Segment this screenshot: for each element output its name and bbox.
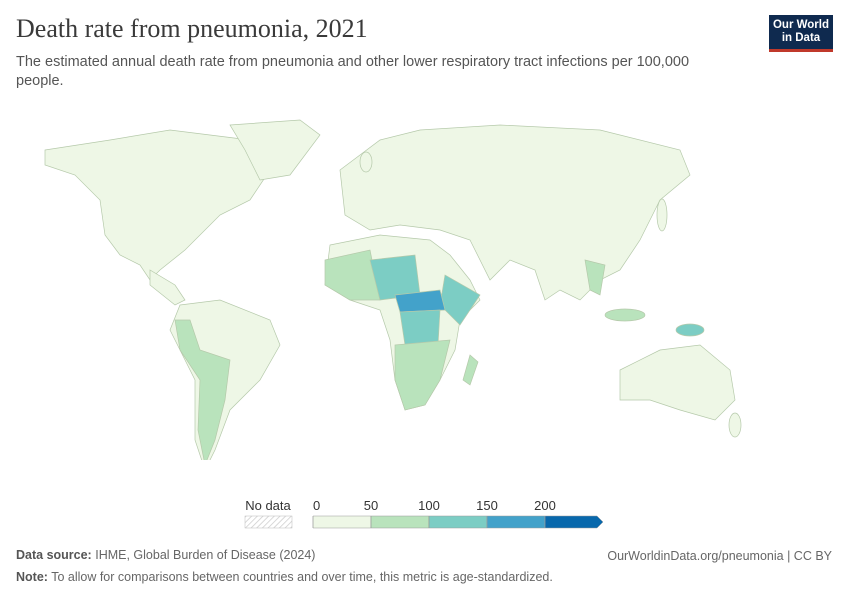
australia: [619, 344, 736, 421]
legend-tick-label: 150: [476, 498, 498, 513]
legend-bin: [544, 515, 604, 529]
legend-tick-label: 100: [418, 498, 440, 513]
eurasia: [339, 124, 691, 301]
north-america: [44, 129, 271, 281]
no-data-label: No data: [245, 498, 291, 513]
japan: [656, 198, 668, 232]
andes-region: [174, 319, 231, 460]
legend-bin: [486, 515, 546, 529]
southeast-asia: [584, 259, 606, 296]
legend-bin: [428, 515, 488, 529]
title: Death rate from pneumonia, 2021: [16, 14, 368, 43]
horn-of-africa: [439, 274, 481, 326]
subtitle: The estimated annual death rate from pne…: [16, 54, 690, 89]
legend: No data 0 50 100 150 200: [244, 498, 604, 529]
southern-africa: [394, 339, 451, 411]
source: Data source: IHME, Global Burden of Dise…: [16, 548, 315, 562]
logo-line: Our World: [772, 19, 829, 31]
indonesia: [604, 308, 646, 322]
note-text: To allow for comparisons between countri…: [51, 570, 553, 584]
legend-tick-label: 0: [313, 498, 320, 513]
source-text: IHME, Global Burden of Disease (2024): [95, 548, 316, 562]
new-zealand: [728, 412, 742, 438]
legend-bin: [312, 515, 372, 529]
uk: [359, 151, 373, 173]
legend-tick-label: 200: [534, 498, 556, 513]
url[interactable]: OurWorldinData.org/pneumonia | CC BY: [607, 549, 832, 563]
no-data-swatch: [244, 515, 293, 529]
central-america: [149, 269, 186, 306]
legend-bin: [370, 515, 430, 529]
legend-tick-label: 50: [364, 498, 378, 513]
congo: [399, 309, 441, 346]
logo[interactable]: Our World in Data: [769, 15, 833, 52]
west-africa: [324, 249, 381, 301]
papua: [675, 323, 705, 337]
greenland: [229, 119, 321, 181]
note-label: Note:: [16, 570, 48, 584]
logo-line: in Data: [781, 32, 821, 44]
source-label: Data source:: [16, 548, 92, 562]
central-africa: [394, 289, 446, 313]
madagascar: [462, 354, 479, 386]
note: Note: To allow for comparisons between c…: [16, 570, 553, 584]
world-map: [44, 119, 742, 460]
